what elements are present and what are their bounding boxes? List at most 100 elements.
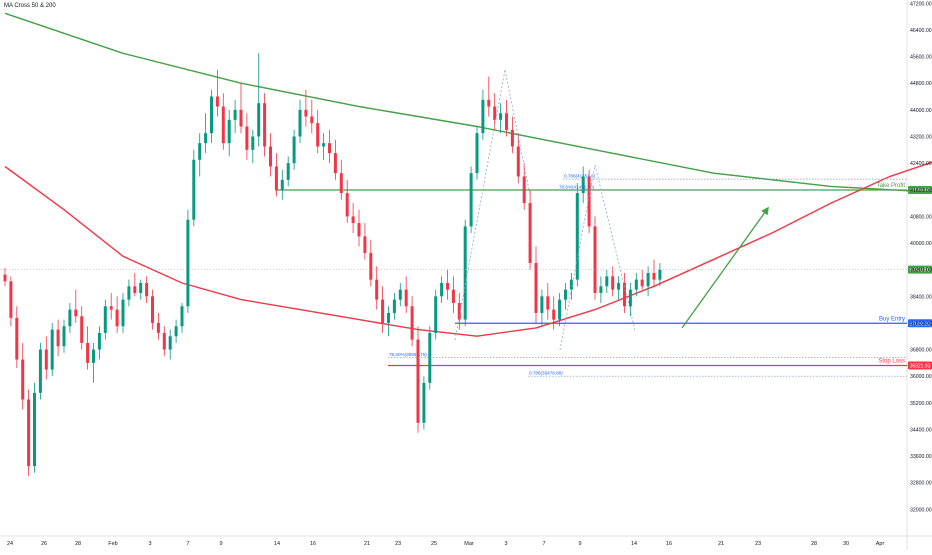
candle-body	[640, 279, 644, 287]
time-axis[interactable]: 24 26 28 Feb 3 7 9 14 16 21 23 25 Mar 3 7 9 14 16 21 23 28 30…	[7, 541, 885, 547]
x-tick-label: 28	[811, 541, 817, 547]
x-tick-label: 3	[504, 541, 507, 547]
candle-body	[516, 146, 520, 177]
candle-body	[652, 272, 656, 280]
candle-body	[552, 309, 556, 320]
x-tick-label: 14	[631, 541, 637, 547]
candle	[38, 342, 42, 400]
candle	[487, 76, 491, 117]
candle	[3, 268, 7, 287]
candle	[56, 319, 60, 357]
candle	[298, 99, 302, 144]
candle-body	[487, 99, 491, 107]
candle	[339, 159, 343, 200]
candle	[328, 129, 331, 164]
x-tick-label: 21	[364, 541, 370, 547]
candle-body	[351, 216, 355, 224]
candle-body	[499, 113, 503, 120]
candle	[151, 289, 154, 330]
candle	[210, 89, 213, 144]
candle-body	[528, 203, 532, 264]
x-tick-label: 7	[186, 541, 189, 547]
y-tick-label: 39200.00	[910, 268, 932, 274]
candle	[599, 276, 603, 303]
candle	[363, 223, 367, 260]
candle	[245, 113, 249, 160]
x-tick-label: 23	[755, 541, 761, 547]
candle-body	[3, 274, 7, 282]
candle-body	[168, 336, 172, 350]
candle	[121, 292, 125, 333]
candle-body	[333, 153, 337, 174]
candle	[510, 116, 514, 154]
candle-body	[151, 296, 154, 323]
level-label: Buy Entry	[879, 316, 905, 322]
level-label: Take Profit	[877, 183, 906, 189]
candle	[505, 99, 508, 137]
candle-body	[446, 282, 449, 290]
candle-body	[369, 253, 373, 280]
candle	[446, 269, 449, 300]
candle-body	[575, 193, 579, 280]
price-axis[interactable]: 32000.00 32800.00 33600.00 34400.00 35200.00…	[910, 1, 932, 513]
candle-body	[546, 296, 550, 310]
x-tick-label: Mar	[464, 541, 474, 547]
candle	[304, 89, 308, 127]
candle-body	[92, 349, 95, 363]
x-tick-label: 26	[41, 541, 47, 547]
candle	[204, 113, 208, 154]
candle	[357, 209, 361, 247]
candle	[86, 326, 90, 370]
candle	[398, 282, 402, 307]
level-price-tag-label: 36321.93	[910, 363, 931, 369]
candle	[156, 312, 160, 340]
candle-body	[227, 119, 231, 144]
candle	[440, 276, 444, 303]
candle	[475, 126, 479, 180]
candle-body	[451, 289, 455, 303]
candle	[375, 266, 379, 310]
candle-body	[658, 269, 662, 280]
fib-leg-line	[504, 69, 531, 196]
candle	[68, 302, 72, 333]
candle-body	[422, 382, 426, 423]
candle	[233, 99, 237, 134]
candle	[564, 282, 567, 310]
candle-body	[634, 279, 638, 290]
fib-label: 0.786(41751.0)	[564, 174, 596, 179]
candle	[109, 292, 113, 320]
candle	[499, 103, 503, 134]
candle-body	[363, 236, 367, 254]
fib-leg-line	[454, 69, 506, 341]
x-tick-label: 30	[843, 541, 849, 547]
x-tick-label: 23	[395, 541, 401, 547]
candle-body	[475, 133, 479, 174]
ma200-line	[4, 12, 932, 193]
candle	[369, 239, 373, 287]
y-tick-label: 46400.00	[910, 28, 932, 34]
candle-body	[398, 289, 402, 300]
annotations: 0.786(41751.0) 78.6%(41473.43) 78.60%(3656…	[0, 69, 932, 377]
candle	[145, 276, 149, 303]
candle-body	[44, 349, 48, 370]
candle-body	[392, 299, 396, 313]
candle-body	[274, 166, 278, 190]
candle-body	[434, 296, 438, 333]
candle-body	[145, 282, 149, 297]
candle-body	[428, 332, 432, 383]
candle	[227, 109, 231, 157]
candle	[251, 129, 255, 164]
fib-label: 78.60%(36561.75)	[389, 352, 427, 357]
candle	[269, 133, 272, 177]
candle	[493, 93, 497, 130]
candle-body	[558, 299, 562, 320]
candle	[569, 272, 573, 300]
candle	[257, 53, 261, 147]
candle-body	[186, 219, 190, 307]
candle-body	[139, 282, 143, 293]
candle-body	[50, 329, 54, 370]
candle	[139, 279, 143, 300]
